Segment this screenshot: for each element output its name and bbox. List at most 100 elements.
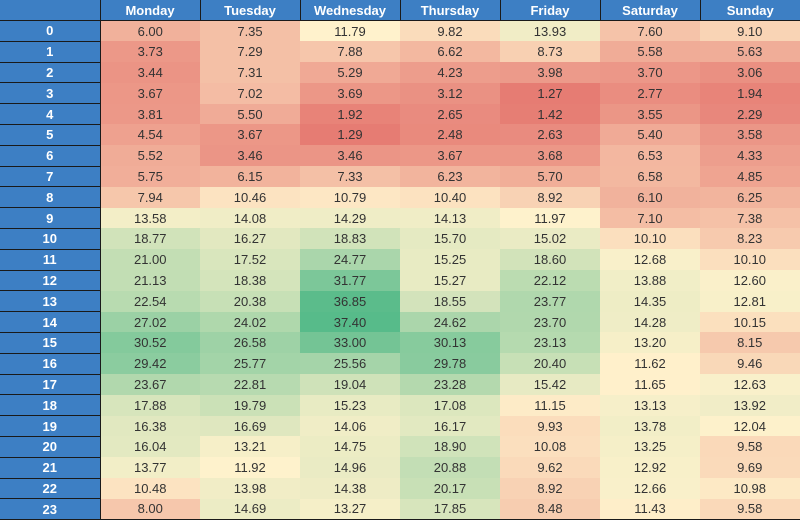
heatmap-cell[interactable]: 3.69 [300,82,400,104]
heatmap-cell[interactable]: 6.10 [600,186,700,208]
heatmap-cell[interactable]: 3.73 [100,41,200,63]
heatmap-cell[interactable]: 15.25 [400,249,500,271]
heatmap-cell[interactable]: 17.85 [400,498,500,521]
heatmap-cell[interactable]: 29.42 [100,353,200,375]
heatmap-cell[interactable]: 1.27 [500,82,600,104]
heatmap-cell[interactable]: 3.12 [400,82,500,104]
row-header-hour[interactable]: 17 [0,374,101,396]
heatmap-cell[interactable]: 16.27 [200,228,300,250]
heatmap-cell[interactable]: 6.15 [200,166,300,187]
row-header-hour[interactable]: 5 [0,124,101,146]
heatmap-cell[interactable]: 14.28 [600,311,700,333]
heatmap-cell[interactable]: 8.48 [500,498,600,521]
heatmap-cell[interactable]: 7.31 [200,62,300,83]
heatmap-cell[interactable]: 15.23 [300,394,400,416]
heatmap-cell[interactable]: 9.58 [700,436,800,458]
heatmap-cell[interactable]: 13.98 [200,478,300,499]
heatmap-cell[interactable]: 20.17 [400,478,500,499]
heatmap-cell[interactable]: 13.93 [500,20,600,42]
heatmap-cell[interactable]: 20.88 [400,457,500,479]
heatmap-cell[interactable]: 25.77 [200,353,300,375]
heatmap-cell[interactable]: 16.17 [400,415,500,437]
heatmap-cell[interactable]: 4.33 [700,145,800,167]
heatmap-cell[interactable]: 3.44 [100,62,200,83]
heatmap-cell[interactable]: 6.23 [400,166,500,187]
heatmap-cell[interactable]: 18.55 [400,290,500,312]
heatmap-cell[interactable]: 13.77 [100,457,200,479]
row-header-hour[interactable]: 12 [0,270,101,292]
heatmap-cell[interactable]: 14.13 [400,207,500,229]
heatmap-cell[interactable]: 23.67 [100,374,200,395]
heatmap-cell[interactable]: 3.67 [200,124,300,146]
heatmap-cell[interactable]: 14.06 [300,415,400,437]
heatmap-cell[interactable]: 15.02 [500,228,600,250]
heatmap-cell[interactable]: 36.85 [300,290,400,312]
row-header-hour[interactable]: 16 [0,353,101,375]
heatmap-cell[interactable]: 14.96 [300,457,400,479]
heatmap-cell[interactable]: 12.68 [600,249,700,271]
heatmap-cell[interactable]: 1.42 [500,103,600,125]
heatmap-cell[interactable]: 23.13 [500,332,600,354]
row-header-hour[interactable]: 14 [0,311,101,333]
heatmap-cell[interactable]: 27.02 [100,311,200,333]
heatmap-cell[interactable]: 7.33 [300,166,400,187]
column-header-thursday[interactable]: Thursday [399,0,500,21]
row-header-hour[interactable]: 10 [0,228,101,250]
heatmap-cell[interactable]: 10.08 [500,436,600,458]
row-header-hour[interactable]: 8 [0,186,101,209]
heatmap-cell[interactable]: 11.43 [600,498,700,521]
heatmap-cell[interactable]: 10.48 [100,478,200,499]
heatmap-cell[interactable]: 5.75 [100,166,200,187]
heatmap-cell[interactable]: 1.29 [300,124,400,146]
heatmap-cell[interactable]: 5.50 [200,103,300,125]
heatmap-cell[interactable]: 9.58 [700,498,800,521]
row-header-hour[interactable]: 20 [0,436,101,458]
heatmap-cell[interactable]: 3.67 [100,82,200,104]
heatmap-cell[interactable]: 11.97 [500,207,600,229]
heatmap-cell[interactable]: 13.88 [600,270,700,291]
heatmap-cell[interactable]: 13.21 [200,436,300,458]
heatmap-cell[interactable]: 22.54 [100,290,200,312]
heatmap-cell[interactable]: 23.70 [500,311,600,333]
heatmap-cell[interactable]: 22.12 [500,270,600,291]
heatmap-cell[interactable]: 11.62 [600,353,700,375]
heatmap-cell[interactable]: 10.46 [200,186,300,208]
heatmap-cell[interactable]: 14.38 [300,478,400,499]
heatmap-cell[interactable]: 24.02 [200,311,300,333]
heatmap-cell[interactable]: 16.38 [100,415,200,437]
heatmap-cell[interactable]: 11.65 [600,374,700,395]
heatmap-cell[interactable]: 5.52 [100,145,200,167]
column-header-wednesday[interactable]: Wednesday [299,0,400,21]
heatmap-cell[interactable]: 2.48 [400,124,500,146]
heatmap-cell[interactable]: 12.04 [700,415,800,437]
heatmap-cell[interactable]: 17.88 [100,394,200,416]
heatmap-cell[interactable]: 4.23 [400,62,500,83]
heatmap-cell[interactable]: 10.10 [700,249,800,271]
heatmap-cell[interactable]: 2.29 [700,103,800,125]
row-header-hour[interactable]: 3 [0,82,101,105]
row-header-hour[interactable]: 4 [0,103,101,125]
heatmap-cell[interactable]: 13.78 [600,415,700,437]
heatmap-cell[interactable]: 14.69 [200,498,300,521]
row-header-hour[interactable]: 9 [0,207,101,229]
heatmap-cell[interactable]: 14.08 [200,207,300,229]
heatmap-cell[interactable]: 11.79 [300,20,400,42]
heatmap-cell[interactable]: 20.40 [500,353,600,375]
heatmap-cell[interactable]: 30.13 [400,332,500,354]
heatmap-cell[interactable]: 19.79 [200,394,300,416]
heatmap-cell[interactable]: 7.29 [200,41,300,63]
heatmap-cell[interactable]: 11.15 [500,394,600,416]
heatmap-cell[interactable]: 9.93 [500,415,600,437]
row-header-hour[interactable]: 18 [0,394,101,417]
heatmap-cell[interactable]: 3.46 [200,145,300,167]
heatmap-cell[interactable]: 9.46 [700,353,800,375]
heatmap-cell[interactable]: 15.27 [400,270,500,291]
heatmap-cell[interactable]: 3.58 [700,124,800,146]
heatmap-cell[interactable]: 3.06 [700,62,800,83]
heatmap-cell[interactable]: 12.66 [600,478,700,499]
heatmap-cell[interactable]: 8.23 [700,228,800,250]
heatmap-cell[interactable]: 6.53 [600,145,700,167]
heatmap-cell[interactable]: 2.77 [600,82,700,104]
heatmap-cell[interactable]: 29.78 [400,353,500,375]
heatmap-cell[interactable]: 5.58 [600,41,700,63]
